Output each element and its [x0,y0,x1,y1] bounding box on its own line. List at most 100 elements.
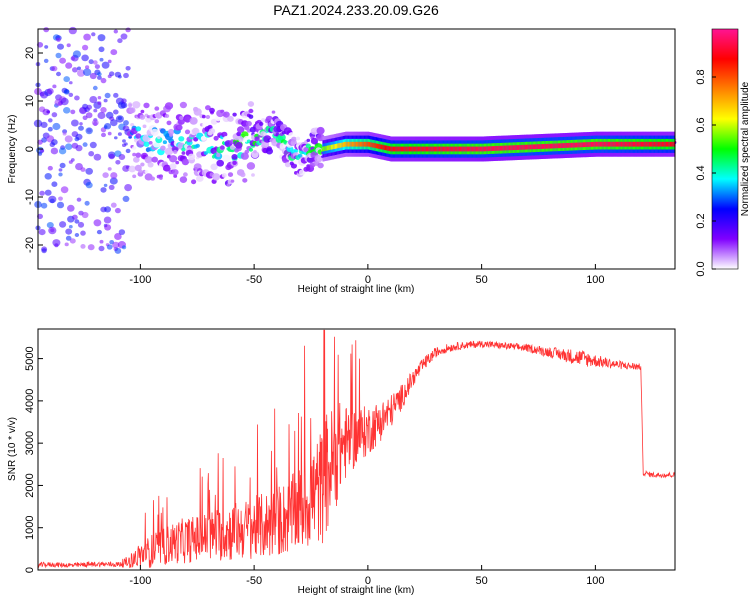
spectrogram-ridge-cell [601,141,603,147]
spectrogram-cell [48,118,53,123]
spectrogram-cell [213,135,219,141]
spectrogram-ridge-cell [480,146,483,152]
spectrogram-ridge-cell [604,141,607,147]
spectrogram-ridge-cell [647,141,650,147]
spectrogram-ridge-cell [428,146,430,152]
spectrogram-cell [77,66,81,71]
spectrogram-cell [103,183,108,187]
spectrogram-cell [183,172,188,177]
spectrogram-cell [82,68,92,76]
spectrogram-ridge-cell [541,144,544,149]
spectrogram-cell [98,245,105,252]
spectrogram-ridge-cell [345,141,347,147]
spectrogram-ridge-cell [494,146,496,151]
spectrogram-ridge-cell [415,146,418,152]
spectrogram-ridge-cell [643,141,645,147]
spectrogram-ridge-cell [573,142,576,148]
spectrogram-cell [59,162,66,169]
spectrogram-ridge-cell [438,146,440,152]
spectrogram-ridge-cell [495,146,497,151]
spectrogram-ridge-cell [582,142,585,148]
spectrogram-cell [216,159,224,167]
spectrogram-ridge-cell [354,141,356,147]
spectrogram-cell [78,125,84,131]
spectrogram-cell [85,65,90,70]
spectrogram-ridge-cell [373,143,376,148]
spectrogram-ridge-cell [503,145,505,151]
spectrogram-ridge-cell [332,144,335,150]
spectrogram-cell [293,148,299,153]
spectrogram-ridge-cell [671,141,674,147]
spectrogram-cell [55,52,62,59]
spectrogram-ridge-cell [652,141,654,147]
spectrogram-ridge-cell [430,146,432,152]
spectrogram-cell [164,114,170,118]
spectrogram-cell [140,109,145,114]
spectrogram-cell [181,151,186,155]
spectrogram-cell [277,133,286,142]
spectrogram-cell [291,136,297,142]
spectrogram-ridge-cell [350,141,353,147]
spectrogram-cell [195,143,200,148]
spectrogram-cell [192,127,200,135]
spectrogram-cell [219,145,225,150]
spectrogram-ridge-cell [429,146,431,152]
spectrogram-cell [81,211,89,219]
spectrogram-cell [79,122,83,126]
spectrogram-ridge-cell [638,141,641,147]
spectrogram-ridge-cell [389,146,392,152]
spectrogram-ridge-cell [420,146,422,152]
spectrogram-ridge-cell [381,144,384,150]
spectrogram-cell [173,174,178,178]
colorbar-label: Normalized spectral amplitude [740,81,750,216]
spectrogram-cell [139,114,146,120]
spectrogram-ridge-cell [646,141,649,147]
spectrogram-ridge-cell [347,141,349,147]
spectrogram-cell [223,111,230,118]
spectrogram-ridge-cell [660,141,662,147]
spectrogram-ridge-cell [465,146,468,152]
spectrogram-ridge-cell [654,141,657,147]
spectrogram-cell [76,197,82,202]
spectrogram-cell [143,141,150,147]
spectrogram-cell [97,111,106,120]
spectrogram-cell [62,131,67,136]
spectrogram-cell [85,181,93,189]
spectrogram-cell [232,112,237,117]
spectrogram-cell [75,133,83,140]
spectrogram-ridge-cell [610,141,612,147]
spectrogram-ridge-cell [514,145,517,150]
spectrogram-ridge-cell [669,141,671,147]
spectrogram-ridge-cell [518,145,520,150]
spectrogram-cell [147,151,154,157]
spectrogram-cell [209,107,215,114]
spectrogram-ridge-cell [632,141,635,147]
spectrogram-cell [93,108,98,113]
spectrogram-cells [33,26,677,254]
spectrogram-cell [41,248,47,254]
spectrogram-ridge-cell [581,142,584,148]
spectrogram-cell [58,196,63,201]
spectrogram-cell [50,147,59,155]
spectrogram-cell [110,202,117,208]
spectrogram-ridge-cell [436,146,438,152]
spectrogram-ridge-cell [636,141,638,147]
spectrogram-cell [65,62,73,69]
spectrogram-ridge-cell [372,142,374,148]
spectrogram-cell [163,164,171,172]
spectrogram-ridge-cell [346,141,348,147]
spectrogram-cell [210,118,218,125]
spectrogram-ridge-cell [519,145,521,150]
spectrogram-cell [64,135,73,143]
spectrogram-cell [237,126,245,133]
spectrogram-cell [103,216,112,224]
spectrogram-ridge-cell [653,141,655,147]
spectrogram-x-tick-label: -100 [129,274,151,286]
spectrogram-ridge-cell [359,141,362,147]
spectrogram-ridge-cell [524,144,527,150]
spectrogram-ridge-cell [532,144,535,150]
spectrogram-cell [68,225,73,229]
spectrogram-cell [306,156,314,163]
spectrogram-cell [205,105,211,111]
